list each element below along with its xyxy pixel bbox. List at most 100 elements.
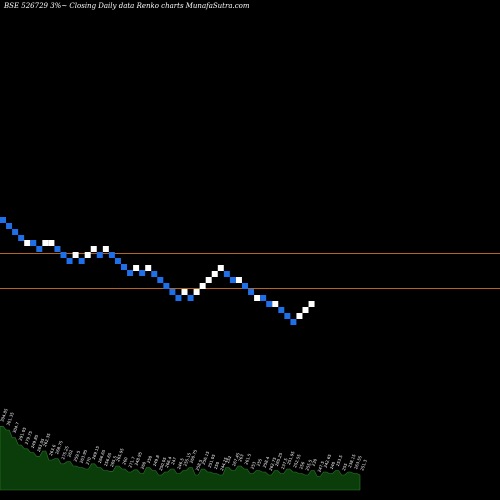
brick-down (0, 217, 6, 223)
price-label: 250.05 (158, 456, 168, 471)
price-label: 255 (341, 462, 348, 471)
brick-down (290, 319, 297, 325)
price-label: 266.65 (97, 449, 107, 464)
brick-down (66, 258, 73, 264)
price-label: 258.4 (262, 455, 271, 468)
price-label: 263.6 (48, 443, 57, 456)
price-label: 260 (121, 456, 128, 465)
price-label: 251.95 (286, 450, 296, 465)
price-label: 265.25 (274, 452, 284, 467)
price-label: 251.05 (207, 453, 217, 468)
brick-up (296, 313, 303, 319)
price-label: 263.05 (36, 437, 46, 452)
price-label: 258.5 (195, 458, 204, 471)
price-label: 251.3 (359, 458, 368, 471)
brick-down (121, 264, 127, 270)
brick-down (278, 307, 285, 313)
price-label: 247.5 (317, 460, 326, 473)
brick-down (30, 240, 37, 246)
brick-up (211, 271, 218, 277)
price-label: 260.75 (188, 449, 198, 464)
brick-down (12, 229, 19, 235)
price-label: 268.75 (54, 440, 64, 455)
volume-area (0, 426, 361, 491)
reference-lines (0, 253, 500, 289)
brick-up (133, 265, 140, 271)
price-label: 275.25 (60, 445, 70, 460)
price-label: 237.5 (280, 457, 289, 470)
brick-down (139, 270, 146, 276)
price-label: 249.8 (152, 454, 161, 467)
brick-up (199, 283, 206, 289)
price-label: 271.7 (127, 455, 136, 468)
brick-down (187, 295, 194, 301)
price-label: 247 (170, 456, 177, 465)
price-label: 260 (140, 461, 147, 470)
brick-up (217, 265, 224, 271)
price-label: 238.15 (347, 453, 357, 468)
price-label: 255.5 (304, 458, 313, 471)
brick-up (24, 240, 31, 246)
price-label: 301.35 (5, 411, 15, 426)
price-label: 252 (225, 455, 232, 464)
price-label: 252.55 (292, 453, 302, 468)
price-labels: 304.85301.35304.7291.05279.75249.85263.0… (0, 407, 368, 472)
brick-up (84, 252, 91, 258)
brick-down (151, 271, 158, 277)
price-label: 242.65 (323, 453, 333, 468)
price-label: 304.85 (0, 407, 9, 422)
price-label: 256.15 (201, 450, 211, 465)
brick-up (193, 289, 200, 295)
price-label: 253.5 (335, 454, 344, 467)
brick-up (102, 246, 109, 252)
brick-up (90, 246, 97, 252)
brick-down (175, 295, 182, 301)
price-label: 304.7 (11, 421, 20, 434)
price-label: 263 (237, 453, 244, 462)
price-label: 262 (66, 449, 73, 458)
price-label: 291.05 (18, 426, 28, 441)
brick-down (260, 295, 267, 301)
renko-bricks (0, 217, 315, 325)
price-label: 262.35 (42, 432, 52, 447)
brick-down (78, 258, 85, 264)
price-label: 240 (329, 461, 336, 470)
price-label: 253 (249, 461, 256, 470)
brick-down (157, 277, 164, 283)
price-label: 246.5 (176, 457, 185, 470)
price-label: 244.25 (219, 456, 229, 471)
price-label: 230 (310, 458, 317, 467)
brick-down (248, 289, 255, 295)
brick-up (308, 301, 315, 307)
brick-down (36, 246, 43, 252)
brick-down (229, 277, 236, 283)
price-label: 255.15 (182, 452, 192, 467)
brick-up (254, 295, 261, 301)
chart-title: BSE 526729 3%~ Closing Daily data Renko … (3, 2, 250, 10)
brick-up (205, 277, 212, 283)
brick-up (181, 289, 188, 295)
price-label: 263.55 (353, 455, 363, 470)
price-label: 267.45 (231, 452, 241, 467)
brick-up (42, 240, 49, 246)
price-label: 265.5 (109, 455, 118, 468)
price-label: 262.75 (268, 456, 278, 471)
brick-up (145, 265, 152, 271)
price-label: 263.95 (79, 449, 89, 464)
brick-up (48, 240, 55, 246)
price-label: 269.15 (91, 445, 101, 460)
price-label: 266.4 (164, 455, 173, 468)
price-label: 250 (213, 461, 220, 470)
price-label: 256.65 (103, 452, 113, 467)
brick-down (54, 246, 61, 252)
brick-down (169, 289, 176, 295)
price-label: 270 (85, 456, 92, 465)
brick-up (302, 307, 309, 313)
brick-down (127, 270, 134, 276)
brick-down (96, 252, 103, 258)
brick-down (284, 313, 291, 319)
brick-down (18, 235, 25, 241)
brick-down (60, 252, 67, 258)
